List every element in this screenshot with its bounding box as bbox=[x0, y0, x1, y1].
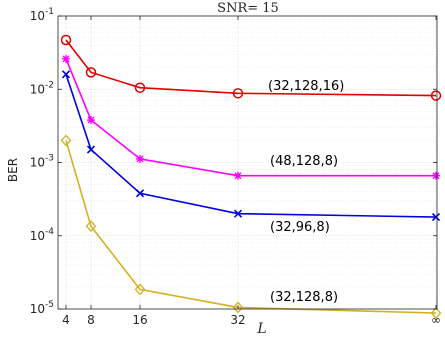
y-tick-label: 10-2 bbox=[30, 80, 54, 96]
data-point bbox=[232, 301, 244, 314]
chart-title: SNR= 15 bbox=[217, 1, 279, 16]
y-tick-label: 10-3 bbox=[30, 154, 54, 170]
series-annotation: (32,128,8) bbox=[270, 290, 338, 305]
data-point bbox=[62, 54, 70, 63]
data-point bbox=[136, 154, 144, 163]
series-asterisk bbox=[62, 54, 440, 180]
x-tick-label: 4 bbox=[62, 313, 70, 327]
data-point bbox=[232, 88, 244, 99]
data-point bbox=[135, 189, 145, 198]
data-point bbox=[86, 145, 96, 154]
series-annotation: (32,96,8) bbox=[270, 220, 330, 235]
data-point bbox=[430, 307, 442, 320]
data-point bbox=[134, 283, 146, 296]
data-point bbox=[61, 70, 71, 79]
data-point bbox=[430, 90, 442, 101]
y-tick-label: 10-5 bbox=[30, 300, 54, 316]
y-tick-label: 10-1 bbox=[30, 7, 54, 23]
data-point bbox=[85, 67, 97, 78]
data-point bbox=[60, 34, 72, 46]
x-axis-label: L bbox=[256, 321, 266, 337]
x-tick-label: 8 bbox=[87, 313, 95, 327]
y-axis-label: BER bbox=[6, 158, 20, 182]
data-point bbox=[87, 116, 95, 125]
series-line bbox=[65, 39, 437, 97]
y-tick-label: 10-4 bbox=[30, 227, 55, 243]
series-annotation: (48,128,8) bbox=[270, 154, 338, 169]
x-tick-label: ∞ bbox=[431, 313, 441, 327]
series-circle bbox=[60, 34, 442, 101]
series-annotation: (32,128,16) bbox=[268, 79, 344, 94]
grid bbox=[58, 15, 437, 310]
data-point bbox=[233, 209, 243, 218]
series-x bbox=[61, 70, 441, 222]
data-point bbox=[85, 220, 97, 233]
x-tick-label: 32 bbox=[230, 313, 245, 327]
axes-layer: 10-5 10-4 10-3 10-2 10-1 4 8 16 32 ∞ bbox=[30, 7, 441, 327]
x-tick-label: 16 bbox=[132, 313, 147, 327]
data-point bbox=[431, 212, 441, 222]
data-point bbox=[432, 171, 440, 180]
data-point bbox=[234, 171, 242, 180]
data-point bbox=[134, 82, 146, 93]
series-annotations: (32,128,16) (48,128,8) (32,96,8) (32,128,8) bbox=[268, 79, 344, 305]
data-point bbox=[60, 134, 72, 147]
